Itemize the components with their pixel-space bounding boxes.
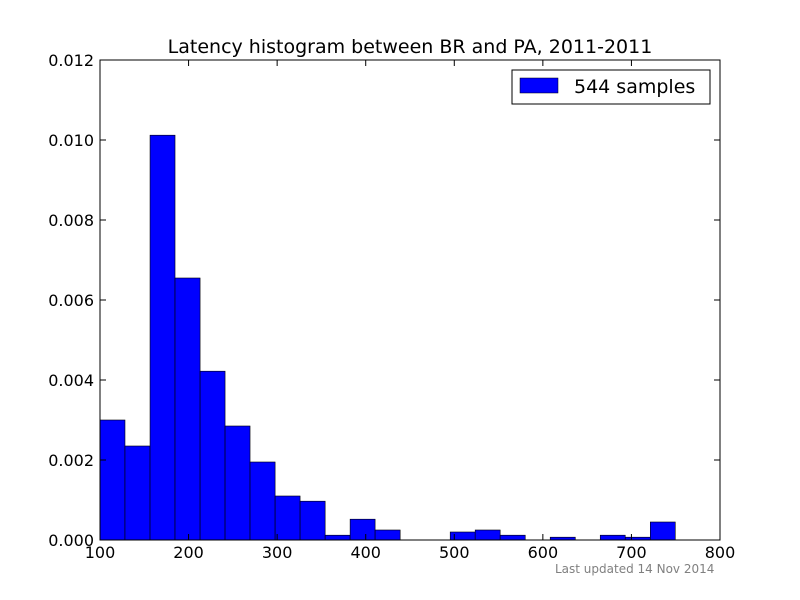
legend-label: 544 samples <box>574 76 695 98</box>
plot-frame <box>99 59 721 541</box>
histogram-bar-4 <box>199 370 226 541</box>
x-tick-label: 300 <box>262 543 293 562</box>
y-tick-label: 0.000 <box>48 531 94 550</box>
histogram-bar-9 <box>324 534 351 541</box>
x-tick-label: 700 <box>616 543 647 562</box>
histogram-bar-0 <box>99 419 126 541</box>
last-updated-footer: Last updated 14 Nov 2014 <box>555 562 715 576</box>
histogram-bar-10 <box>349 518 376 541</box>
histogram-bar-20 <box>599 534 626 541</box>
histogram-bar-22 <box>649 521 676 541</box>
histogram-bar-7 <box>274 495 301 541</box>
histogram-bar-2 <box>149 134 176 541</box>
y-tick-label: 0.012 <box>48 51 94 70</box>
y-tick-label: 0.002 <box>48 451 94 470</box>
histogram-bar-1 <box>124 445 151 541</box>
histogram-bar-15 <box>474 529 501 541</box>
y-tick-label: 0.004 <box>48 371 94 390</box>
histogram-bar-5 <box>224 425 251 541</box>
x-tick-label: 100 <box>85 543 116 562</box>
x-tick-label: 200 <box>173 543 204 562</box>
y-tick-label: 0.008 <box>48 211 94 230</box>
legend: 544 samples <box>511 69 711 105</box>
histogram-bar-11 <box>374 529 401 541</box>
y-tick-label: 0.006 <box>48 291 94 310</box>
axis-ticks: 100 200 300 400 500 600 700 800 0.000 0.002 0.004 0… <box>48 51 735 562</box>
histogram-bar-3 <box>174 277 201 541</box>
histogram-bar-6 <box>249 461 276 541</box>
chart-title: Latency histogram between BR and PA, 201… <box>168 36 653 58</box>
legend-swatch <box>519 77 559 94</box>
x-tick-label: 600 <box>528 543 559 562</box>
y-tick-label: 0.010 <box>48 131 94 150</box>
histogram-bars <box>99 134 676 541</box>
x-tick-label: 400 <box>350 543 381 562</box>
x-tick-label: 800 <box>705 543 736 562</box>
histogram-bar-16 <box>499 534 526 541</box>
histogram-bar-8 <box>299 500 326 541</box>
x-tick-label: 500 <box>439 543 470 562</box>
